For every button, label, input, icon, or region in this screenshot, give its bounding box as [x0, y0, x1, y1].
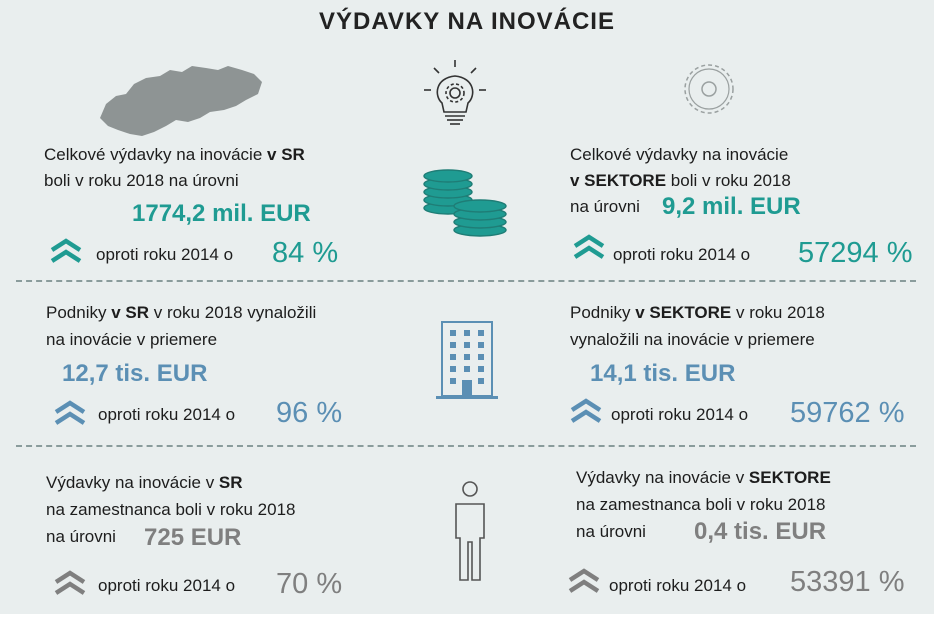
s2-right-line2: vynaložili na inovácie v priemere	[570, 330, 815, 349]
s2-right-line1: Podniky v SEKTORE v roku 2018	[570, 303, 825, 322]
section-divider	[16, 445, 916, 447]
slovakia-map-icon	[96, 60, 266, 140]
coins-icon	[414, 168, 514, 242]
s3-left-line2: na zamestnanca boli v roku 2018	[46, 500, 296, 519]
s1-left-percent: 84 %	[272, 237, 339, 269]
double-chevron-up-icon	[50, 238, 82, 264]
s1-right-value: 9,2 mil. EUR	[662, 193, 801, 220]
s2-right-value: 14,1 tis. EUR	[590, 360, 736, 387]
s3-left-line3: na úrovni	[46, 527, 116, 546]
s1-left-value: 1774,2 mil. EUR	[132, 200, 311, 227]
s3-right-compare: oproti roku 2014 o	[609, 576, 747, 595]
lightbulb-gear-icon	[420, 58, 490, 134]
double-chevron-up-icon	[54, 570, 86, 596]
s2-left-percent: 96 %	[276, 397, 343, 429]
double-chevron-up-icon	[573, 234, 605, 260]
s2-left-line1: Podniky v SR v roku 2018 vynaložili	[46, 303, 317, 322]
s3-left-compare: oproti roku 2014 o	[98, 576, 236, 595]
s1-right-line3: na úrovni	[570, 197, 640, 216]
s2-left-compare: oproti roku 2014 o	[98, 405, 236, 424]
gear-outline-icon	[676, 56, 742, 122]
double-chevron-up-icon	[568, 568, 600, 594]
s2-left-value: 12,7 tis. EUR	[62, 360, 208, 387]
s2-right-compare: oproti roku 2014 o	[611, 405, 749, 424]
s2-right-percent: 59762 %	[790, 397, 905, 429]
building-icon	[436, 320, 498, 402]
s1-right-compare: oproti roku 2014 o	[613, 245, 751, 264]
section-divider	[16, 280, 916, 282]
s1-right-line2: v SEKTORE boli v roku 2018	[570, 171, 791, 190]
s1-left-line2: boli v roku 2018 na úrovni	[44, 171, 239, 190]
s1-left-compare: oproti roku 2014 o	[96, 245, 234, 264]
s3-left-line1: Výdavky na inovácie v SR	[46, 473, 243, 492]
s1-right-percent: 57294 %	[798, 237, 913, 269]
s3-right-line2: na zamestnanca boli v roku 2018	[576, 495, 826, 514]
s3-right-percent: 53391 %	[790, 566, 905, 598]
s1-right-line1: Celkové výdavky na inovácie	[570, 145, 789, 164]
person-icon	[450, 480, 490, 584]
s3-right-value: 0,4 tis. EUR	[694, 518, 827, 545]
s3-right-line3: na úrovni	[576, 522, 646, 541]
double-chevron-up-icon	[54, 400, 86, 426]
s3-right-line1: Výdavky na inovácie v SEKTORE	[576, 468, 831, 487]
page-title: VÝDAVKY NA INOVÁCIE	[319, 8, 615, 35]
double-chevron-up-icon	[570, 398, 602, 424]
s2-left-line2: na inovácie v priemere	[46, 330, 218, 349]
s3-left-percent: 70 %	[276, 568, 343, 600]
s3-left-value: 725 EUR	[144, 524, 242, 551]
s1-left-line1: Celkové výdavky na inovácie v SR	[44, 145, 305, 164]
